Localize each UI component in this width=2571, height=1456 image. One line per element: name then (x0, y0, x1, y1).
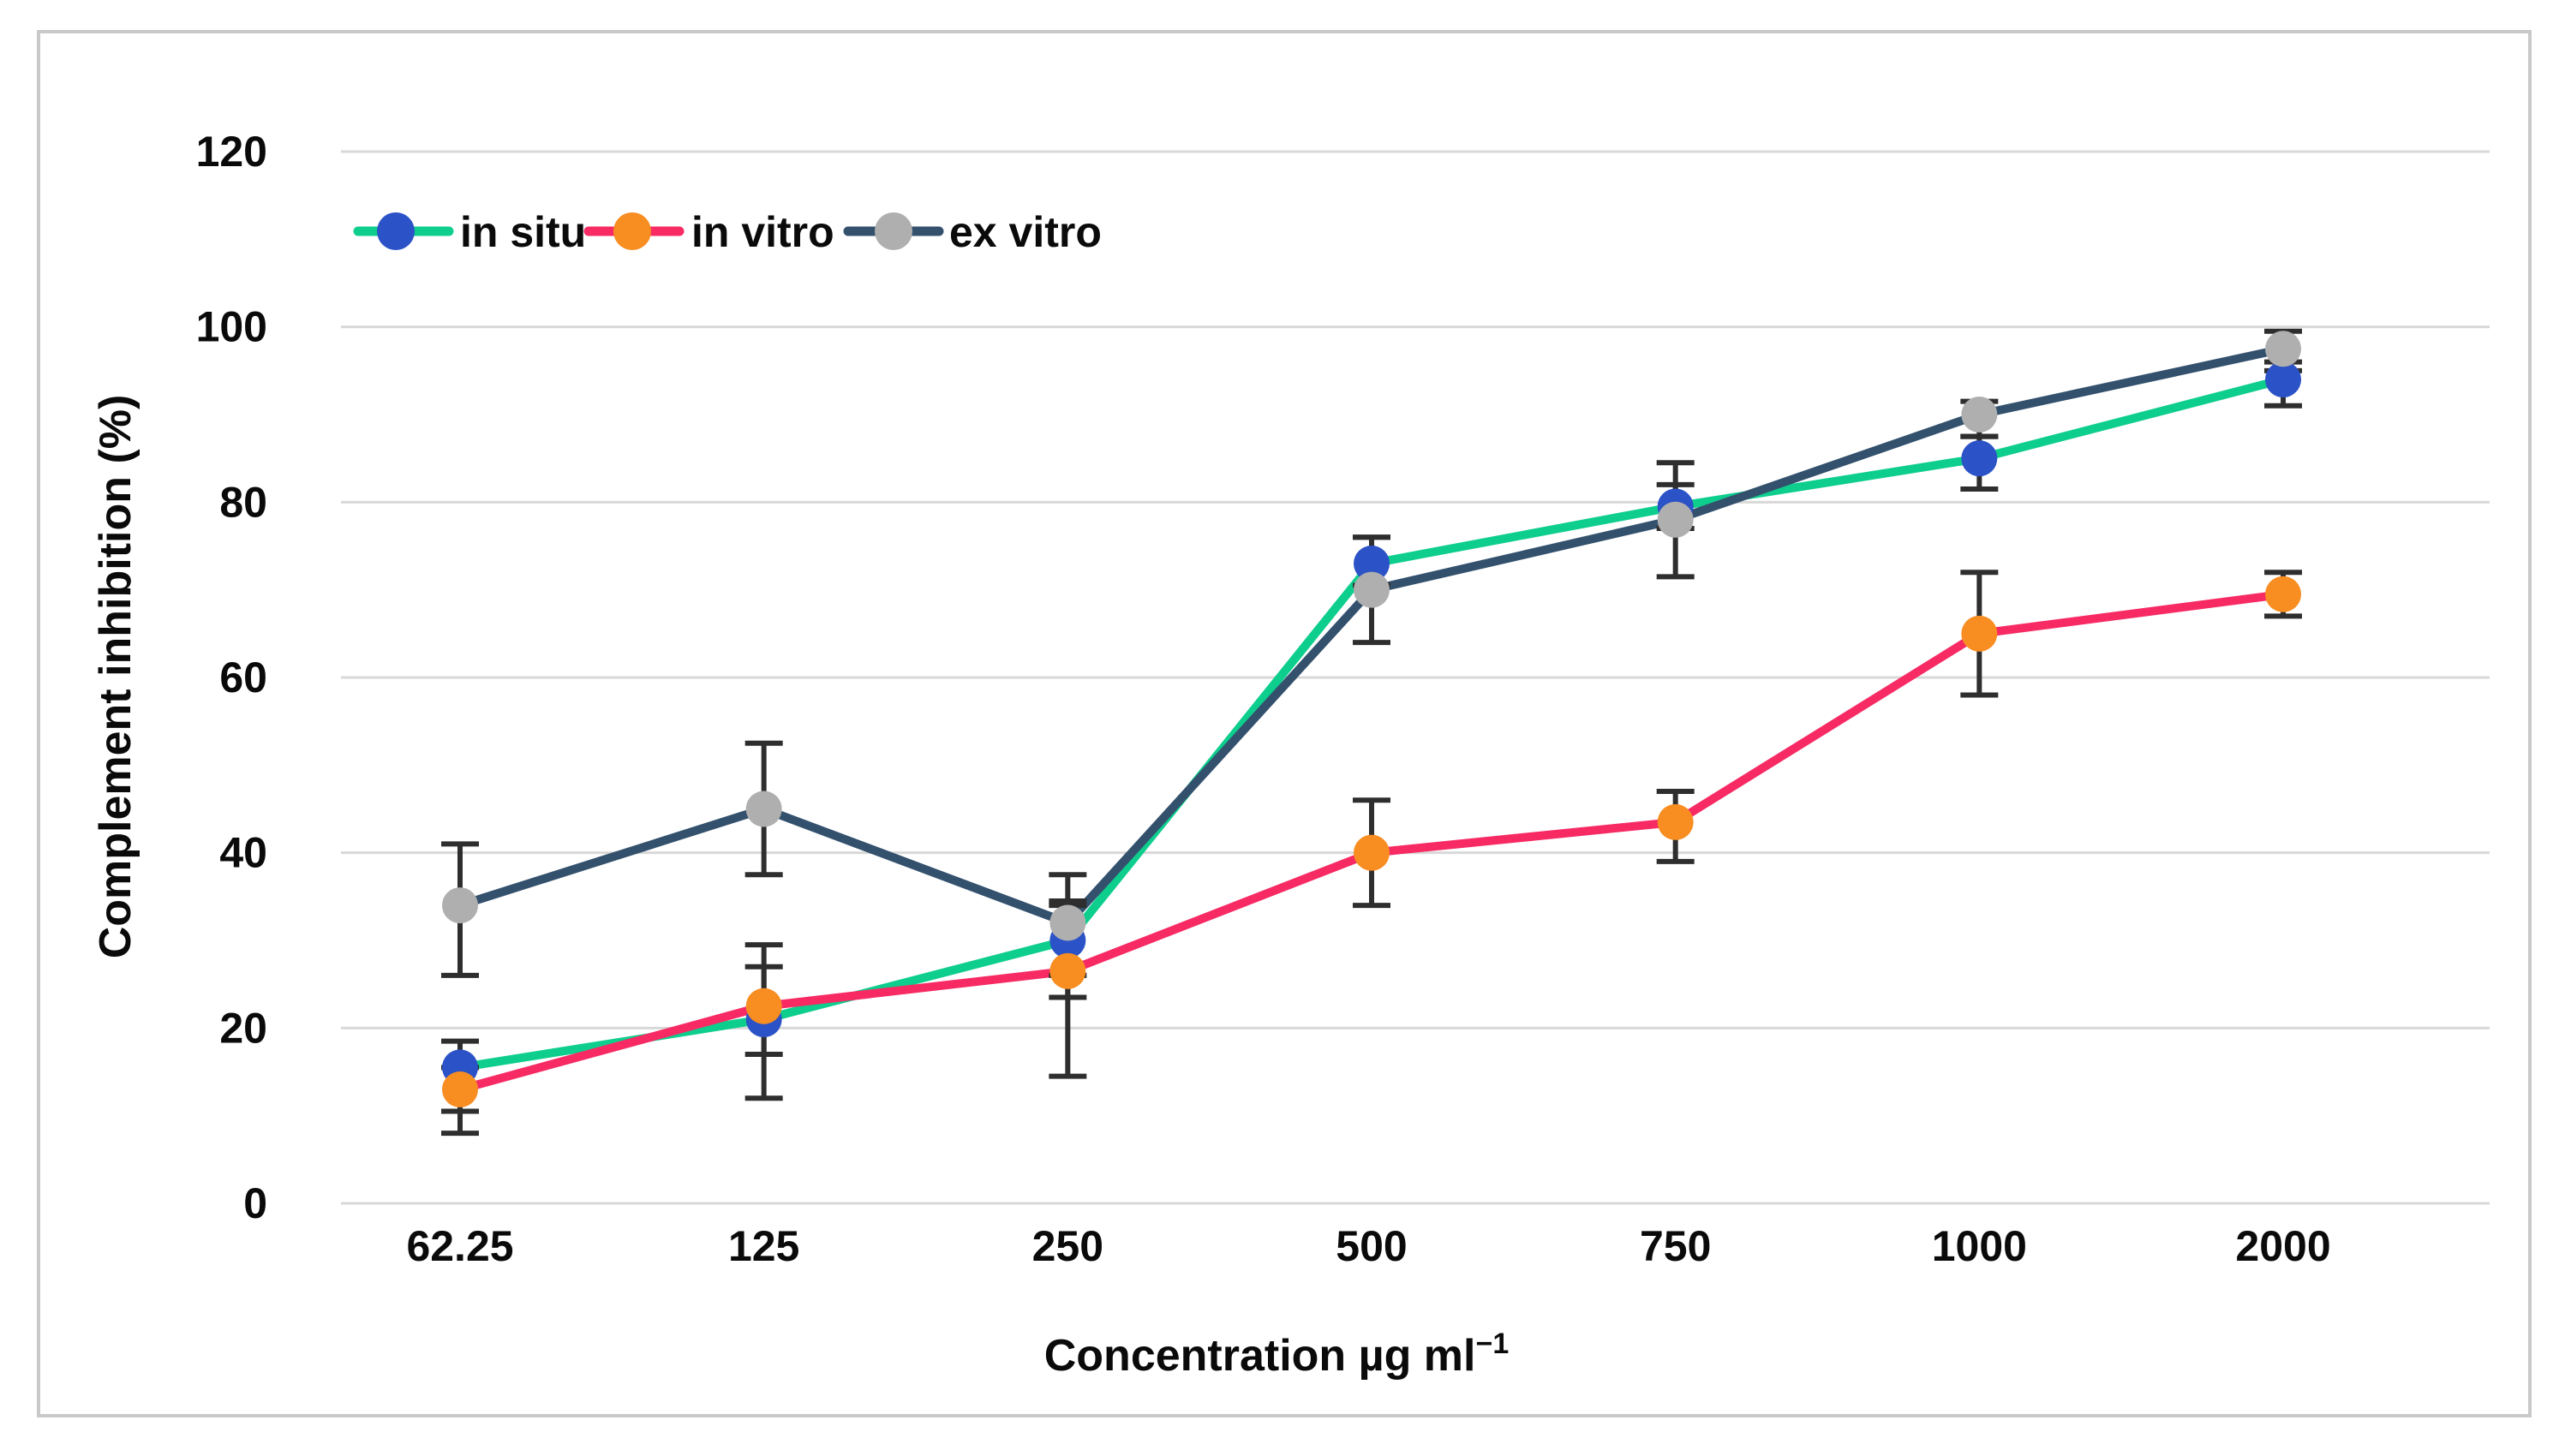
data-point-in-vitro (442, 1071, 478, 1107)
legend-marker (613, 212, 651, 250)
x-tick-label: 2000 (2235, 1222, 2330, 1270)
error-bars (441, 328, 2303, 1137)
data-point-ex-vitro (1354, 571, 1390, 608)
gridlines (341, 150, 2490, 1205)
data-point-in-vitro (1354, 834, 1390, 871)
x-axis-title: Concentration µg ml−1 (1044, 1328, 1510, 1381)
legend-label: in vitro (691, 208, 834, 256)
y-tick-label: 0 (243, 1179, 267, 1227)
data-point-in-situ (2265, 361, 2302, 398)
series-line-in-situ (456, 375, 2288, 1072)
y-axis-title: Complement inhibition (%) (91, 395, 141, 959)
data-point-in-vitro (1961, 615, 1998, 652)
series-markers (442, 331, 2302, 1107)
y-tick-label: 60 (219, 653, 267, 701)
x-tick-label: 1000 (1932, 1222, 2027, 1270)
data-point-ex-vitro (442, 887, 478, 924)
data-point-in-situ (1961, 440, 1998, 477)
data-point-in-vitro (745, 988, 782, 1024)
legend: in situ in vitro ex vitro (353, 208, 1102, 256)
x-tick-label: 500 (1336, 1222, 1407, 1270)
data-point-in-vitro (1049, 952, 1086, 989)
legend-marker (875, 212, 912, 250)
legend-item-ex-vitro: ex vitro (843, 208, 1102, 256)
y-tick-label: 80 (219, 478, 267, 526)
data-point-ex-vitro (1049, 904, 1086, 941)
y-tick-label: 100 (196, 303, 267, 351)
y-tick-label: 20 (219, 1004, 267, 1052)
legend-label: ex vitro (949, 208, 1102, 256)
x-tick-label: 62.25 (406, 1222, 513, 1270)
x-tick-label: 125 (728, 1222, 799, 1270)
x-tick-label: 250 (1032, 1222, 1103, 1270)
data-point-in-vitro (1657, 803, 1694, 840)
data-point-in-situ (1354, 545, 1390, 582)
y-tick-label: 120 (196, 128, 267, 176)
legend-label: in situ (460, 208, 586, 256)
figure-frame (37, 30, 2532, 1417)
y-tick-label: 40 (219, 829, 267, 877)
data-point-ex-vitro (1961, 397, 1998, 433)
legend-item-in-situ: in situ (353, 208, 586, 256)
data-point-ex-vitro (745, 791, 782, 827)
legend-marker (377, 212, 415, 250)
y-axis-tick-labels: 0 20 40 60 80 100 120 (196, 128, 267, 1227)
legend-item-in-vitro: in vitro (583, 208, 834, 256)
series-lines (456, 344, 2288, 1094)
data-point-in-vitro (2265, 576, 2302, 612)
data-point-ex-vitro (1657, 501, 1694, 538)
data-point-ex-vitro (2265, 331, 2302, 367)
x-axis-tick-labels: 62.25 125 250 500 750 1000 2000 (406, 1222, 2330, 1270)
x-tick-label: 750 (1640, 1222, 1711, 1270)
